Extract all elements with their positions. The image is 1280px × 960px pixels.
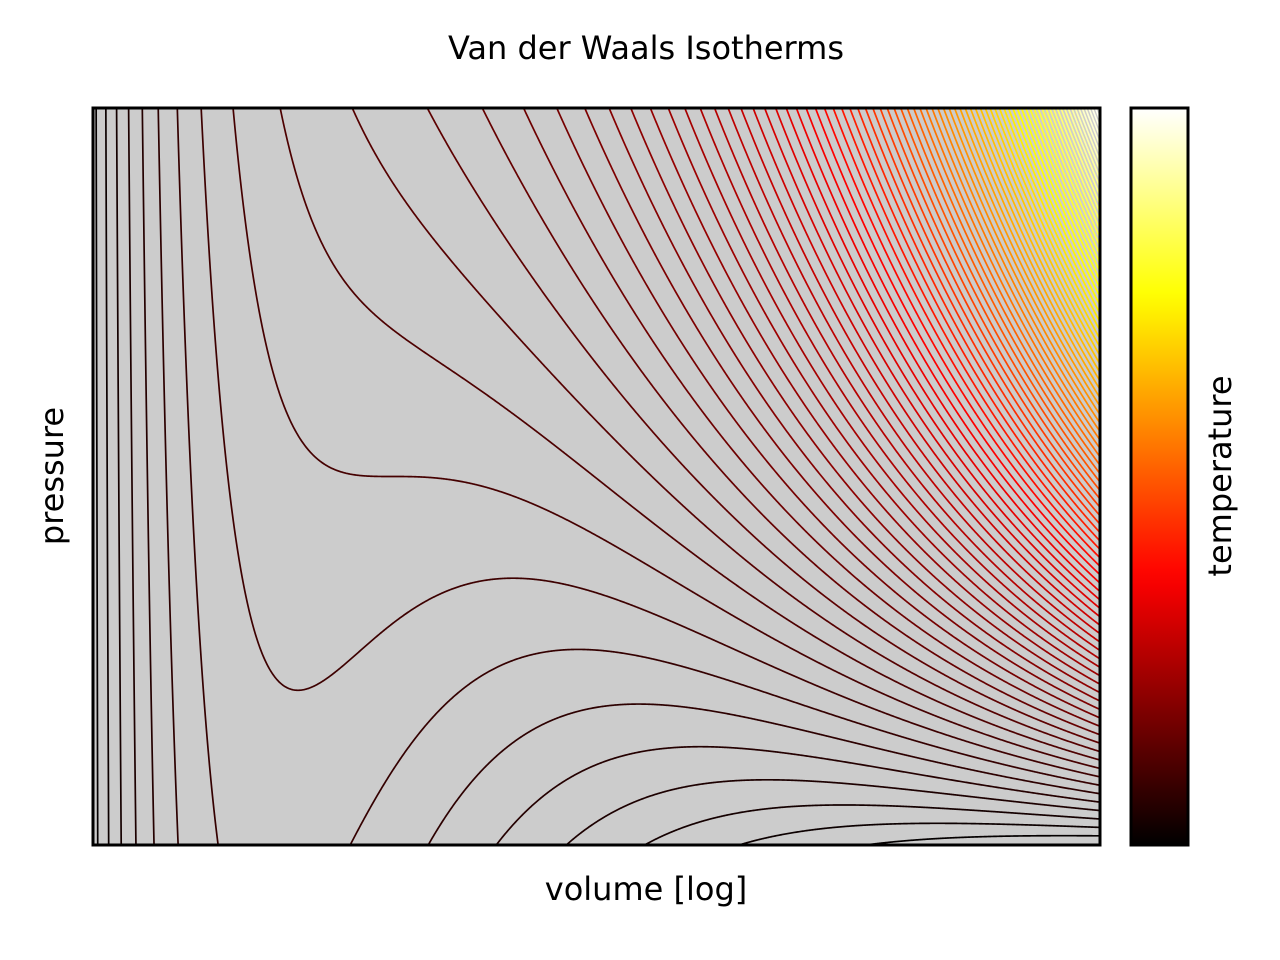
isotherm xyxy=(886,108,1100,500)
isotherm xyxy=(993,108,1100,340)
isotherm xyxy=(1044,108,1100,239)
isotherm xyxy=(608,108,1100,702)
isotherm xyxy=(1036,108,1100,256)
isotherm xyxy=(795,108,1100,593)
isotherm xyxy=(848,108,1100,542)
isotherm xyxy=(740,108,1100,635)
isotherm xyxy=(629,108,1100,694)
isotherm xyxy=(141,108,1100,845)
isotherm xyxy=(953,108,1100,407)
isotherm xyxy=(1097,108,1100,112)
isotherm xyxy=(127,108,1100,845)
isotherm xyxy=(958,108,1100,399)
isotherm xyxy=(925,108,1100,449)
isotherm xyxy=(1094,108,1100,121)
isotherm xyxy=(1028,108,1100,272)
isotherm xyxy=(984,108,1100,357)
isotherm xyxy=(157,108,1100,845)
isotherm xyxy=(1007,108,1100,315)
isotherm xyxy=(481,108,1100,736)
isotherm xyxy=(752,108,1100,626)
isotherm xyxy=(964,108,1100,390)
isotherm xyxy=(785,108,1100,601)
y-axis-label: pressure xyxy=(33,407,71,545)
isotherm xyxy=(699,108,1100,660)
isotherm xyxy=(893,108,1100,492)
isotherm xyxy=(1024,108,1100,281)
isotherm xyxy=(931,108,1100,441)
isotherm xyxy=(823,108,1100,567)
plot-background xyxy=(93,108,1100,845)
isotherm xyxy=(989,108,1100,348)
chart-title: Van der Waals Isotherms xyxy=(448,29,844,67)
isotherm xyxy=(667,108,1100,677)
isotherm xyxy=(1011,108,1100,306)
isotherm xyxy=(1059,108,1100,205)
isotherm xyxy=(522,108,1100,728)
isotherm xyxy=(936,108,1100,433)
isotherm xyxy=(864,108,1100,525)
isotherm xyxy=(948,108,1100,416)
isotherm xyxy=(840,108,1100,551)
isotherm xyxy=(1048,108,1100,230)
isotherm xyxy=(1032,108,1100,264)
isotherm xyxy=(918,108,1100,458)
isotherm xyxy=(856,108,1100,534)
isotherm xyxy=(969,108,1100,382)
isotherm xyxy=(1052,108,1100,222)
isotherms xyxy=(95,108,1100,845)
colorbar xyxy=(1129,106,1190,847)
isotherm xyxy=(232,108,1100,770)
isotherm xyxy=(814,108,1100,576)
isotherm xyxy=(998,108,1100,331)
isotherm xyxy=(1016,108,1100,298)
isotherm xyxy=(805,108,1100,584)
isotherm xyxy=(200,108,1100,778)
isotherm xyxy=(683,108,1100,669)
isotherm xyxy=(727,108,1100,643)
isotherm xyxy=(713,108,1100,652)
isotherm xyxy=(942,108,1100,424)
isotherm xyxy=(351,108,1100,753)
isotherm xyxy=(906,108,1100,475)
isotherm xyxy=(1040,108,1100,247)
isotherm xyxy=(555,108,1100,719)
isotherm xyxy=(279,108,1100,761)
isotherm xyxy=(899,108,1100,483)
isotherm xyxy=(176,108,1100,845)
isotherm xyxy=(649,108,1100,685)
x-axis-label: volume [log] xyxy=(545,870,747,908)
isotherm xyxy=(974,108,1100,374)
isotherm xyxy=(426,108,1100,744)
isotherm xyxy=(583,108,1100,711)
colorbar-label: temperature xyxy=(1201,375,1239,576)
isotherm xyxy=(1020,108,1100,289)
isotherm xyxy=(871,108,1100,517)
isotherm xyxy=(95,108,1100,845)
isotherm xyxy=(774,108,1100,610)
isotherm xyxy=(879,108,1100,508)
isotherm xyxy=(763,108,1100,618)
isotherm xyxy=(912,108,1100,466)
isotherm xyxy=(832,108,1100,559)
isotherm xyxy=(1056,108,1100,213)
plot-frame xyxy=(91,106,1102,847)
isotherm xyxy=(115,108,1100,845)
isotherm xyxy=(979,108,1100,365)
isotherm xyxy=(1003,108,1100,323)
